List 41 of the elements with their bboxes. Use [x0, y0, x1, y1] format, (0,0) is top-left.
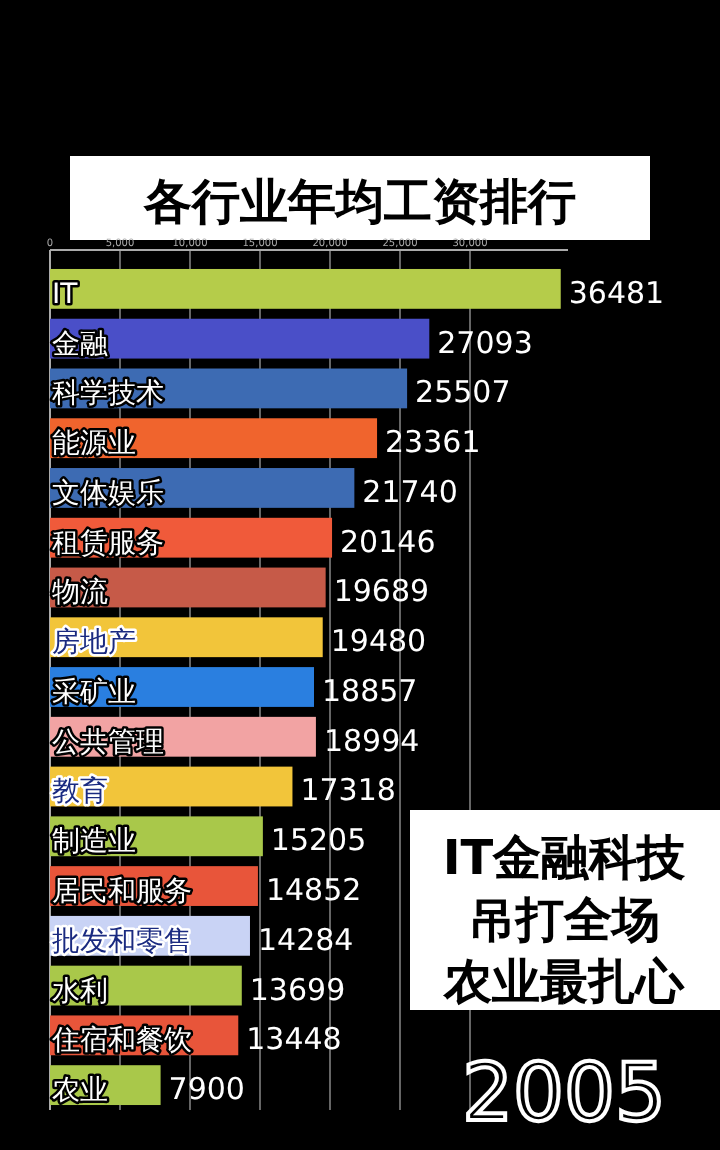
y-tick-label: 科学技术: [52, 378, 164, 411]
data-label: 36481: [568, 274, 665, 311]
data-label: 17318: [300, 772, 396, 809]
data-label: 23361: [385, 424, 481, 461]
bar: [50, 268, 561, 309]
annotation: IT金融科技: [442, 830, 688, 886]
data-label: 21740: [362, 473, 458, 510]
data-label: 13699: [249, 971, 346, 1008]
y-tick-label: IT: [52, 278, 79, 311]
data-label: 14284: [257, 921, 354, 958]
y-tick-label: 房地产: [52, 627, 136, 660]
bar: [50, 318, 430, 359]
y-tick-label: 采矿业: [52, 676, 136, 709]
y-tick-label: 住宿和餐饮: [50, 1025, 192, 1058]
data-label: 20146: [340, 523, 436, 560]
annotation: 农业最扎心: [442, 954, 686, 1010]
y-tick-label: 水利: [52, 975, 108, 1008]
y-tick-label: 文体娱乐: [52, 477, 164, 510]
y-tick-label: 金融: [52, 328, 108, 361]
y-tick-label: 物流: [52, 577, 108, 610]
data-label: 14852: [265, 871, 362, 908]
data-label: 13448: [246, 1021, 342, 1058]
annotation: 吊打全场: [468, 892, 660, 948]
chart-title: 各行业年均工资排行: [142, 174, 576, 230]
annotation: 2005: [462, 1048, 666, 1140]
data-label: 15205: [270, 822, 367, 859]
y-tick-label: 居民和服务: [52, 875, 192, 908]
y-tick-label: 公共管理: [52, 726, 164, 759]
y-tick-label: 农业: [52, 1075, 108, 1108]
data-label: 19689: [333, 573, 430, 610]
data-label: 18857: [322, 672, 418, 709]
data-label: 7900: [168, 1071, 245, 1108]
y-tick-label: 租赁服务: [52, 527, 164, 560]
y-tick-label: 制造业: [52, 826, 136, 859]
data-label: 27093: [437, 324, 533, 361]
data-label: 19480: [330, 623, 427, 660]
y-tick-label: 能源业: [52, 428, 136, 461]
y-tick-label: 批发和零售: [52, 925, 192, 958]
data-label: 18994: [323, 722, 420, 759]
y-tick-label: 教育: [52, 774, 108, 809]
data-label: 25507: [415, 374, 511, 411]
